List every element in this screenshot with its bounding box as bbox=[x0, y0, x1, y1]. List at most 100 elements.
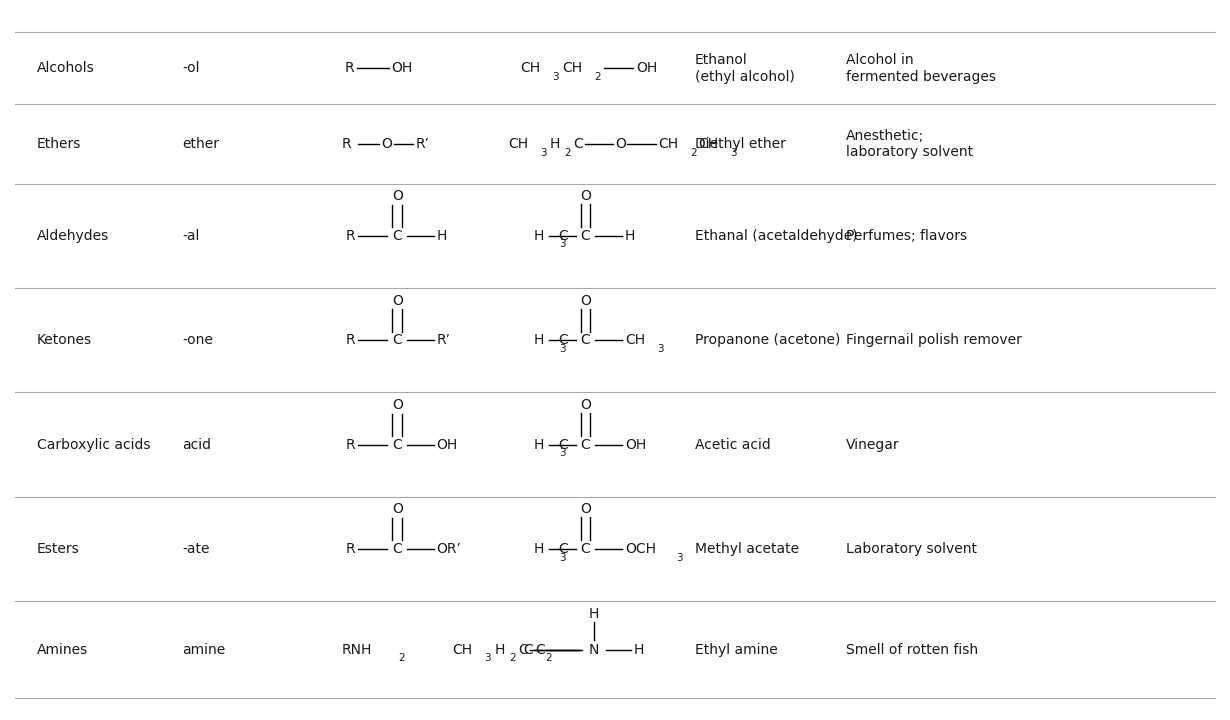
Text: Ethanol
(ethyl alcohol): Ethanol (ethyl alcohol) bbox=[695, 53, 795, 84]
Text: Laboratory solvent: Laboratory solvent bbox=[846, 542, 978, 556]
Text: OH: OH bbox=[437, 438, 458, 451]
Text: Ethers: Ethers bbox=[37, 137, 81, 151]
Text: O: O bbox=[392, 503, 402, 516]
Text: O: O bbox=[392, 398, 402, 412]
Text: R’: R’ bbox=[416, 137, 429, 151]
Text: R: R bbox=[346, 542, 355, 556]
Text: -ol: -ol bbox=[182, 61, 199, 76]
Text: -one: -one bbox=[182, 333, 213, 347]
Text: N: N bbox=[589, 643, 599, 657]
Text: C: C bbox=[392, 542, 402, 556]
Text: H: H bbox=[437, 229, 446, 243]
Text: 3: 3 bbox=[657, 344, 663, 354]
Text: O: O bbox=[615, 137, 626, 151]
Text: H: H bbox=[534, 542, 544, 556]
Text: C: C bbox=[558, 333, 568, 347]
Text: CH: CH bbox=[658, 137, 678, 151]
Text: 2: 2 bbox=[594, 72, 600, 82]
Text: Diethyl ether: Diethyl ether bbox=[695, 137, 786, 151]
Text: C: C bbox=[558, 229, 568, 243]
Text: O: O bbox=[581, 294, 590, 307]
Text: R: R bbox=[342, 137, 352, 151]
Text: R: R bbox=[344, 61, 354, 76]
Text: CH: CH bbox=[453, 643, 472, 657]
Text: C: C bbox=[392, 438, 402, 451]
Text: 3: 3 bbox=[560, 449, 566, 458]
Text: R: R bbox=[346, 229, 355, 243]
Text: -al: -al bbox=[182, 229, 199, 243]
Text: C: C bbox=[558, 438, 568, 451]
Text: Perfumes; flavors: Perfumes; flavors bbox=[846, 229, 967, 243]
Text: Methyl acetate: Methyl acetate bbox=[695, 542, 800, 556]
Text: -ate: -ate bbox=[182, 542, 209, 556]
Text: R: R bbox=[346, 438, 355, 451]
Text: O: O bbox=[581, 189, 590, 203]
Text: C: C bbox=[558, 542, 568, 556]
Text: C: C bbox=[573, 137, 583, 151]
Text: Acetic acid: Acetic acid bbox=[695, 438, 771, 451]
Text: Ethyl amine: Ethyl amine bbox=[695, 643, 777, 657]
Text: 2: 2 bbox=[565, 148, 571, 158]
Text: 2: 2 bbox=[509, 654, 515, 663]
Text: O: O bbox=[581, 398, 590, 412]
Text: CH: CH bbox=[520, 61, 540, 76]
Text: RNH: RNH bbox=[342, 643, 373, 657]
Text: 3: 3 bbox=[485, 654, 491, 663]
Text: C: C bbox=[581, 229, 590, 243]
Text: H: H bbox=[534, 438, 544, 451]
Text: Amines: Amines bbox=[37, 643, 89, 657]
Text: 3: 3 bbox=[676, 553, 683, 562]
Text: 3: 3 bbox=[560, 344, 566, 354]
Text: Anesthetic;
laboratory solvent: Anesthetic; laboratory solvent bbox=[846, 129, 973, 159]
Text: amine: amine bbox=[182, 643, 225, 657]
Text: OCH: OCH bbox=[625, 542, 656, 556]
Text: C: C bbox=[392, 333, 402, 347]
Text: CH: CH bbox=[562, 61, 582, 76]
Text: OR’: OR’ bbox=[437, 542, 461, 556]
Text: H: H bbox=[633, 643, 643, 657]
Text: Smell of rotten fish: Smell of rotten fish bbox=[846, 643, 978, 657]
Text: OH: OH bbox=[391, 61, 412, 76]
Text: CH: CH bbox=[625, 333, 645, 347]
Text: Ethanal (acetaldehyde): Ethanal (acetaldehyde) bbox=[695, 229, 857, 243]
Text: 3: 3 bbox=[552, 72, 558, 82]
Text: C: C bbox=[535, 643, 545, 657]
Text: H: H bbox=[534, 229, 544, 243]
Text: 2: 2 bbox=[399, 654, 405, 663]
Text: C: C bbox=[581, 333, 590, 347]
Text: 3: 3 bbox=[560, 240, 566, 249]
Text: C: C bbox=[581, 542, 590, 556]
Text: OH: OH bbox=[625, 438, 646, 451]
Text: 2: 2 bbox=[545, 654, 551, 663]
Text: H: H bbox=[494, 643, 504, 657]
Text: Carboxylic acids: Carboxylic acids bbox=[37, 438, 150, 451]
Text: 3: 3 bbox=[560, 553, 566, 562]
Text: C: C bbox=[523, 643, 533, 657]
Text: Aldehydes: Aldehydes bbox=[37, 229, 109, 243]
Text: 3: 3 bbox=[540, 148, 546, 158]
Text: CH: CH bbox=[508, 137, 528, 151]
Text: CH: CH bbox=[699, 137, 718, 151]
Text: R: R bbox=[346, 333, 355, 347]
Text: O: O bbox=[581, 503, 590, 516]
Text: ether: ether bbox=[182, 137, 219, 151]
Text: C: C bbox=[581, 438, 590, 451]
Text: R’: R’ bbox=[437, 333, 450, 347]
Text: Alcohol in
fermented beverages: Alcohol in fermented beverages bbox=[846, 53, 996, 84]
Text: Vinegar: Vinegar bbox=[846, 438, 900, 451]
Text: C: C bbox=[518, 643, 528, 657]
Text: acid: acid bbox=[182, 438, 212, 451]
Text: H: H bbox=[550, 137, 560, 151]
Text: Alcohols: Alcohols bbox=[37, 61, 95, 76]
Text: H: H bbox=[625, 229, 635, 243]
Text: C: C bbox=[392, 229, 402, 243]
Text: Propanone (acetone): Propanone (acetone) bbox=[695, 333, 840, 347]
Text: Fingernail polish remover: Fingernail polish remover bbox=[846, 333, 1022, 347]
Text: H: H bbox=[589, 607, 599, 621]
Text: H: H bbox=[534, 333, 544, 347]
Text: O: O bbox=[381, 137, 392, 151]
Text: Ketones: Ketones bbox=[37, 333, 92, 347]
Text: O: O bbox=[392, 189, 402, 203]
Text: 3: 3 bbox=[731, 148, 737, 158]
Text: 2: 2 bbox=[690, 148, 696, 158]
